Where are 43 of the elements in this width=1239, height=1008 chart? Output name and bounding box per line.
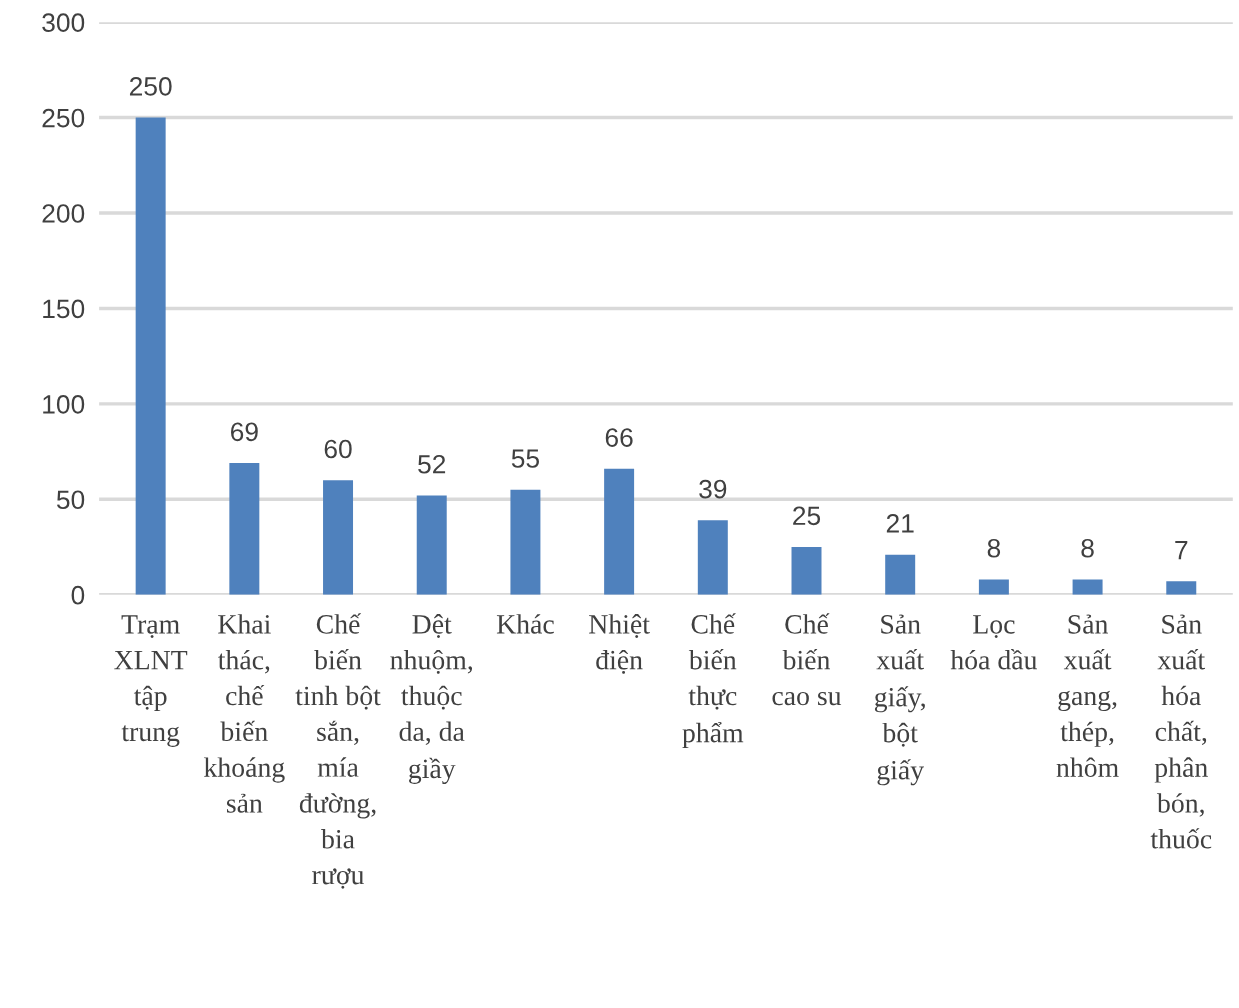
- bar: [697, 520, 728, 595]
- bar: [1166, 581, 1197, 595]
- x-tick-label: Khác: [496, 614, 554, 634]
- x-tick-label: Chế biến cao su: [772, 613, 842, 706]
- bar: [135, 117, 166, 595]
- bar: [604, 468, 635, 595]
- bar: [791, 547, 822, 595]
- bar: [510, 489, 541, 595]
- y-tick-label: 0: [71, 585, 85, 605]
- data-label: 7: [1175, 541, 1188, 560]
- y-tick-label: 200: [42, 204, 85, 223]
- y-tick-label: 250: [42, 108, 85, 128]
- data-label: 66: [605, 428, 633, 447]
- data-label: 21: [886, 514, 914, 533]
- bar: [323, 480, 354, 595]
- data-label: 69: [231, 422, 258, 442]
- data-label: 250: [129, 77, 172, 96]
- bar: [978, 579, 1009, 595]
- x-tick-label: Lọc hóa dầu: [950, 615, 1037, 670]
- data-label: 55: [511, 449, 539, 468]
- bar: [1072, 579, 1103, 595]
- bar: [229, 463, 260, 595]
- x-tick-label: Khai thác, chế biến khoáng sản: [203, 614, 285, 813]
- bar: [416, 495, 447, 595]
- x-tick-label: Chế biến thực phẩm: [682, 613, 744, 749]
- y-tick-label: 100: [43, 395, 85, 414]
- x-tick-label: Trạm XLNT tập trung: [114, 615, 188, 747]
- data-label: 25: [793, 506, 821, 526]
- x-tick-label: Nhiệt điện: [589, 614, 650, 674]
- y-tick-label: 50: [56, 490, 85, 510]
- data-label: 8: [987, 538, 1001, 558]
- x-tick-label: Sản xuất hóa chất, phân bón, thuốc: [1150, 614, 1212, 849]
- x-tick-label: Chế biến tinh bột sắn, mía đường, bia rượu: [295, 613, 381, 889]
- data-label: 60: [324, 439, 352, 459]
- x-tick-label: Dệt nhuộm, thuộc da, da giầy: [390, 614, 473, 784]
- data-label: 39: [699, 479, 727, 499]
- y-tick-label: 150: [43, 299, 85, 319]
- data-label: 52: [418, 454, 446, 474]
- x-tick-label: Sản xuất giấy, bột giấy: [874, 614, 925, 786]
- x-tick-label: Sản xuất gang, thép, nhôm: [1056, 614, 1119, 778]
- bar: [885, 554, 916, 595]
- y-tick-label: 300: [42, 13, 85, 32]
- data-label: 8: [1081, 538, 1094, 558]
